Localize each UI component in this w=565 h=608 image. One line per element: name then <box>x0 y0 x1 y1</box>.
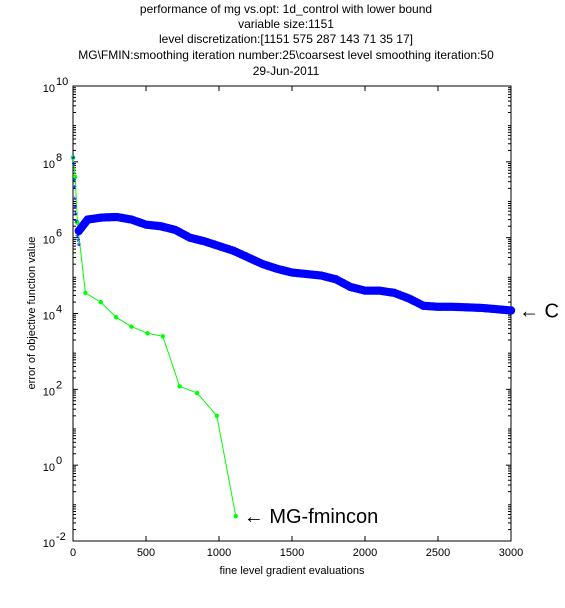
y-tick-base: 10 <box>43 83 55 95</box>
y-axis-label: error of objective function value <box>26 237 38 390</box>
data-point <box>194 390 200 396</box>
y-tick-label: 104 <box>43 304 62 323</box>
chart-title-line: performance of mg vs.opt: 1d_control wit… <box>140 2 432 16</box>
data-point-star: * <box>72 161 77 173</box>
data-point <box>233 514 238 519</box>
data-point <box>177 384 182 389</box>
data-point-star: * <box>73 210 78 222</box>
data-point <box>129 324 134 329</box>
data-point-star: * <box>74 218 79 230</box>
y-tick-exponent: 0 <box>56 455 62 467</box>
x-tick-label: 500 <box>137 547 155 559</box>
y-tick-base: 10 <box>43 462 55 474</box>
y-tick-base: 10 <box>43 386 55 398</box>
x-tick-label: 1000 <box>207 547 231 559</box>
x-tick-label: 1500 <box>280 547 304 559</box>
data-point <box>214 413 220 419</box>
axis-labels: fine level gradient evaluations error of… <box>26 237 365 577</box>
axis-ticks: 0 500 1000 1500 2000 2500 300010-2100102104106… <box>43 76 523 559</box>
chart-title-line: MG\FMIN:smoothing iteration number:25\co… <box>78 48 494 62</box>
data-point-star: * <box>71 154 76 166</box>
x-tick-label: 2500 <box>426 547 450 559</box>
annotations: ← MG-fmincon ← C <box>244 300 559 528</box>
y-tick-exponent: 8 <box>56 152 62 164</box>
y-tick-label: 10-2 <box>43 531 66 550</box>
series-line <box>72 157 237 517</box>
y-tick-label: 106 <box>43 228 62 247</box>
data-point-star: * <box>72 183 77 195</box>
data-point <box>72 174 78 180</box>
x-tick-label: 0 <box>70 547 76 559</box>
data-point <box>75 220 80 225</box>
y-tick-exponent: 4 <box>56 304 62 316</box>
chart-title-line: variable size:1151 <box>238 17 334 31</box>
data-point <box>113 314 119 320</box>
data-point <box>160 334 165 339</box>
data-point <box>506 306 516 315</box>
y-tick-exponent: -2 <box>56 531 66 543</box>
chart-title-line: level discretization:[1151 575 287 143 7… <box>159 32 413 46</box>
data-point-star: * <box>76 236 81 248</box>
data-point-star: * <box>75 233 80 245</box>
data-point-star: * <box>73 203 78 215</box>
series-group: ************ <box>70 154 516 519</box>
y-tick-exponent: 6 <box>56 228 62 240</box>
data-point-star: * <box>72 177 77 189</box>
data-point-star: * <box>73 195 78 207</box>
y-tick-base: 10 <box>43 311 55 323</box>
series-mg-fmincon <box>70 155 238 519</box>
annotation-label: ← C <box>519 300 559 322</box>
y-tick-label: 102 <box>43 379 62 398</box>
y-tick-exponent: 2 <box>56 379 62 391</box>
y-tick-base: 10 <box>43 538 55 550</box>
y-tick-label: 100 <box>43 455 62 474</box>
series-c: ************ <box>71 154 516 315</box>
y-tick-base: 10 <box>43 159 55 171</box>
data-point <box>145 331 150 336</box>
x-tick-label: 3000 <box>499 547 523 559</box>
y-tick-label: 108 <box>43 152 62 171</box>
y-tick-base: 10 <box>43 235 55 247</box>
annotation-label: ← MG-fmincon <box>244 506 378 528</box>
plot-frame <box>72 85 512 542</box>
data-point-star: * <box>77 241 82 253</box>
chart-title-line: 29-Jun-2011 <box>253 64 320 78</box>
series-band <box>75 213 515 314</box>
data-point <box>83 290 88 296</box>
data-point <box>98 299 103 305</box>
y-tick-exponent: 10 <box>56 76 68 88</box>
x-tick-label: 2000 <box>353 547 377 559</box>
data-point <box>70 155 76 160</box>
x-axis-label: fine level gradient evaluations <box>220 565 365 577</box>
chart-title: performance of mg vs.opt: 1d_control wit… <box>78 2 494 78</box>
